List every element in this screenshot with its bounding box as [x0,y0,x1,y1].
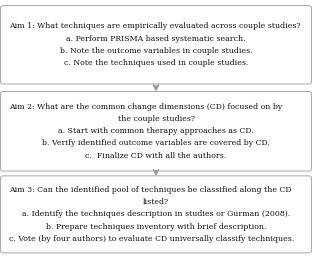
Text: b. Verify identified outcome variables are covered by CD.: b. Verify identified outcome variables a… [42,140,270,147]
FancyBboxPatch shape [1,91,311,171]
Text: Aim 1: What techniques are empirically evaluated across couple studies?: Aim 1: What techniques are empirically e… [9,22,301,30]
Text: c. Note the techniques used in couple studies.: c. Note the techniques used in couple st… [64,59,248,67]
Text: c. Vote (by four authors) to evaluate CD universally classify techniques.: c. Vote (by four authors) to evaluate CD… [9,235,295,243]
Text: Aim 3: Can the identified pool of techniques be classified along the CD: Aim 3: Can the identified pool of techni… [9,186,292,194]
Text: a. Start with common therapy approaches as CD.: a. Start with common therapy approaches … [58,127,254,135]
FancyBboxPatch shape [1,6,311,84]
Text: a. Perform PRISMA based systematic search.: a. Perform PRISMA based systematic searc… [66,35,246,43]
Text: Aim 2: What are the common change dimensions (CD) focused on by: Aim 2: What are the common change dimens… [9,103,283,111]
Text: listed?: listed? [143,198,169,206]
Text: b. Prepare techniques inventory with brief description.: b. Prepare techniques inventory with bri… [46,223,266,231]
Text: b. Note the outcome variables in couple studies.: b. Note the outcome variables in couple … [60,47,252,55]
Text: the couple studies?: the couple studies? [118,115,194,123]
Text: c.  Finalize CD with all the authors.: c. Finalize CD with all the authors. [85,152,227,160]
Text: a. Identify the techniques description in studies or Gurman (2008).: a. Identify the techniques description i… [22,210,290,218]
FancyBboxPatch shape [1,176,311,253]
